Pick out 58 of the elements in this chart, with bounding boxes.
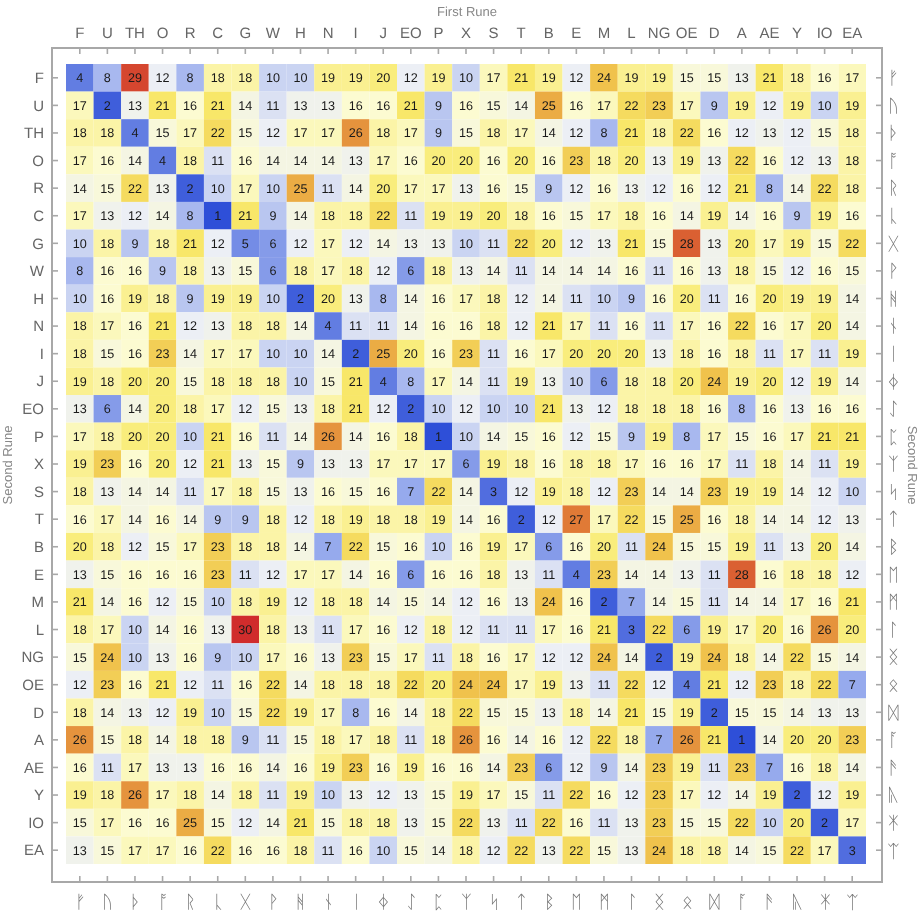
y2-tick-label: ᛒ [888, 537, 898, 560]
text: ᛒ [543, 892, 554, 914]
text: ᛚ [626, 892, 637, 914]
y2-tick-label: ᚱ [888, 178, 898, 201]
text: ᛉ [461, 892, 471, 914]
text: ᚾ [323, 892, 334, 914]
text: ᚹ [267, 892, 278, 914]
y2-tick-label: ᛟ [888, 676, 898, 697]
y2-tick-label: ᛝ [888, 647, 898, 670]
y2-tick-label: ᚾ [888, 316, 898, 339]
y2-tick-label: ᛇ [888, 399, 898, 422]
text: ᛡ [819, 892, 830, 914]
y2-tick-label: ᚷ [888, 233, 900, 256]
text: ᚣ [792, 892, 803, 914]
y2-tick-label: ᛏ [888, 509, 898, 532]
text: ᚦ [129, 892, 140, 914]
text: ᛇ [405, 892, 416, 914]
y2-tick-label: ᛗ [888, 592, 898, 615]
y2-tick-label: ᚦ [888, 123, 898, 146]
text: ᚩ [157, 892, 168, 914]
y2-tick-label: ᛠ [888, 842, 900, 863]
text: ᛞ [709, 892, 722, 914]
text: ᚷ [240, 892, 253, 914]
text: ᛁ [350, 892, 361, 914]
text: ᛄ [378, 892, 389, 914]
y2-tick-label: ᚪ [888, 730, 898, 753]
text: ᛠ [847, 894, 860, 914]
text: ᛏ [516, 892, 527, 914]
text: ᚪ [736, 892, 747, 914]
y2-tick-label: ᛡ [888, 812, 898, 835]
text: ᛖ [571, 892, 582, 914]
y2-tick-label: ᛞ [888, 702, 900, 725]
text: ᛗ [598, 892, 609, 914]
y2-tick-label: ᛈ [888, 428, 898, 449]
y2-tick-label: ᚫ [888, 757, 898, 780]
y2-tick-label: ᛁ [888, 343, 898, 366]
text: ᛈ [433, 894, 444, 914]
text: ᛟ [681, 894, 692, 914]
text: ᚻ [295, 892, 306, 914]
y2-tick-label: ᚻ [888, 288, 898, 311]
text: ᛝ [654, 892, 665, 914]
text: ᚢ [102, 892, 113, 914]
y2-tick-label: ᛋ [888, 483, 898, 504]
y2-tick-label: ᚩ [888, 150, 898, 173]
y2-tick-label: ᚳ [888, 206, 898, 229]
y2-tick-label: ᚠ [888, 68, 898, 91]
text: ᚳ [212, 892, 223, 914]
text: ᛋ [488, 894, 499, 914]
text: ᚫ [764, 892, 775, 914]
y2-tick-label: ᛉ [888, 454, 898, 477]
y2-tick-label: ᛄ [888, 371, 898, 394]
y2-tick-label: ᚣ [888, 785, 898, 808]
y2-tick-label: ᛖ [888, 564, 898, 587]
text: ᚠ [74, 892, 85, 914]
text: ᚱ [185, 892, 196, 914]
y2-tick-label: ᛚ [888, 619, 898, 642]
y2-tick-label: ᚹ [888, 261, 898, 284]
y2-tick-label: ᚢ [888, 95, 898, 118]
